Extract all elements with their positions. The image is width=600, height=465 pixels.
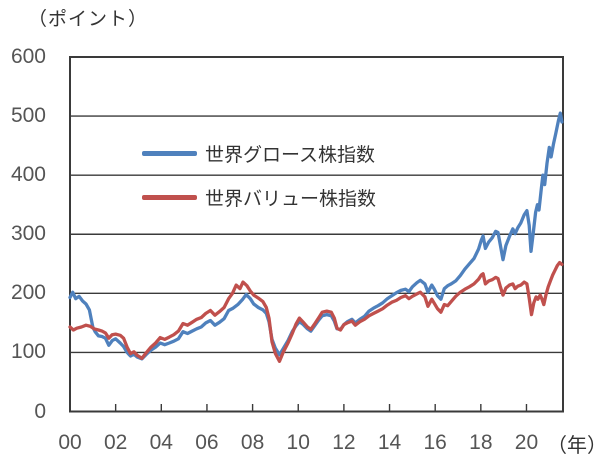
y-axis-tick-label: 0 [34, 399, 46, 423]
y-axis-tick-label: 300 [10, 222, 46, 246]
x-axis-tick-label: 14 [377, 431, 402, 454]
x-axis-tick-label: 04 [149, 431, 173, 454]
x-axis-tick-label: 12 [332, 431, 356, 454]
x-axis-unit-label: （年） [547, 435, 600, 457]
y-axis-tick-label: 100 [10, 340, 46, 364]
legend-label-growth: 世界グロース株指数 [205, 145, 376, 166]
legend-label-value: 世界バリュー株指数 [205, 189, 377, 210]
y-axis-tick-label: 400 [10, 163, 46, 187]
y-axis-tick-label: 600 [10, 45, 46, 68]
x-axis-tick-label: 16 [423, 431, 447, 454]
y-axis-unit-label: （ポイント） [28, 9, 149, 30]
value-line-sample-icon [142, 195, 197, 200]
x-axis-tick-label: 08 [240, 431, 265, 454]
x-axis-tick-label: 02 [103, 431, 128, 454]
x-axis-tick-label: 10 [286, 431, 310, 454]
growth-line-sample-icon [142, 151, 197, 156]
series-line-1 [68, 260, 564, 363]
legend-item-growth: 世界グロース株指数 [142, 141, 375, 166]
plot-border [69, 56, 564, 413]
x-axis-tick-label: 20 [514, 431, 539, 454]
x-axis-tick-label: 00 [58, 431, 82, 454]
x-axis-tick-label: 18 [469, 431, 493, 454]
y-axis-tick-label: 200 [10, 281, 46, 305]
y-axis-tick-label: 500 [10, 104, 46, 128]
legend-item-value: 世界バリュー株指数 [142, 185, 376, 210]
x-axis-tick-label: 06 [195, 431, 219, 454]
